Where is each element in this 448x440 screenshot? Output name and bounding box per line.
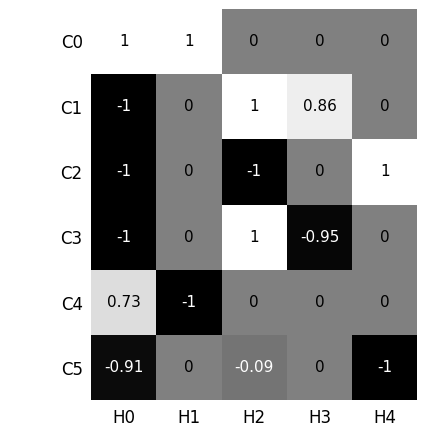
Bar bbox=[222, 335, 287, 400]
Text: 0: 0 bbox=[250, 34, 259, 49]
Text: 0: 0 bbox=[314, 34, 324, 49]
Bar bbox=[352, 9, 418, 74]
Text: 0: 0 bbox=[184, 165, 194, 180]
Bar bbox=[287, 335, 352, 400]
Bar bbox=[222, 74, 287, 139]
Text: -0.95: -0.95 bbox=[300, 230, 339, 245]
Text: 0: 0 bbox=[314, 295, 324, 310]
Bar bbox=[287, 205, 352, 270]
Text: -1: -1 bbox=[116, 165, 131, 180]
Bar bbox=[156, 74, 222, 139]
Bar bbox=[222, 9, 287, 74]
Bar bbox=[91, 139, 156, 205]
Bar bbox=[352, 270, 418, 335]
Bar bbox=[91, 270, 156, 335]
Text: 1: 1 bbox=[184, 34, 194, 49]
Bar bbox=[156, 205, 222, 270]
Text: 0: 0 bbox=[380, 230, 390, 245]
Bar bbox=[222, 205, 287, 270]
Bar bbox=[222, 270, 287, 335]
Text: 0: 0 bbox=[380, 99, 390, 114]
Bar bbox=[91, 74, 156, 139]
Text: -1: -1 bbox=[116, 230, 131, 245]
Text: -0.09: -0.09 bbox=[235, 360, 274, 375]
Bar bbox=[156, 335, 222, 400]
Bar bbox=[287, 74, 352, 139]
Text: 0.86: 0.86 bbox=[302, 99, 336, 114]
Text: 0: 0 bbox=[184, 230, 194, 245]
Text: 0: 0 bbox=[250, 295, 259, 310]
Bar bbox=[352, 205, 418, 270]
Text: 0: 0 bbox=[184, 99, 194, 114]
Bar bbox=[352, 335, 418, 400]
Text: -1: -1 bbox=[116, 99, 131, 114]
Text: 0: 0 bbox=[380, 295, 390, 310]
Bar bbox=[287, 270, 352, 335]
Bar bbox=[91, 9, 156, 74]
Bar bbox=[156, 139, 222, 205]
Text: 1: 1 bbox=[250, 99, 259, 114]
Text: 0: 0 bbox=[314, 165, 324, 180]
Bar bbox=[156, 9, 222, 74]
Text: 0: 0 bbox=[314, 360, 324, 375]
Bar bbox=[156, 270, 222, 335]
Text: 1: 1 bbox=[250, 230, 259, 245]
Text: -1: -1 bbox=[247, 165, 262, 180]
Text: 0: 0 bbox=[184, 360, 194, 375]
Text: 1: 1 bbox=[119, 34, 129, 49]
Text: 1: 1 bbox=[380, 165, 390, 180]
Bar bbox=[287, 9, 352, 74]
Text: -0.91: -0.91 bbox=[104, 360, 143, 375]
Text: 0.73: 0.73 bbox=[107, 295, 141, 310]
Bar bbox=[91, 335, 156, 400]
Bar bbox=[287, 139, 352, 205]
Bar bbox=[91, 205, 156, 270]
Bar bbox=[352, 74, 418, 139]
Bar bbox=[352, 139, 418, 205]
Text: 0: 0 bbox=[380, 34, 390, 49]
Bar bbox=[222, 139, 287, 205]
Text: -1: -1 bbox=[377, 360, 392, 375]
Text: -1: -1 bbox=[181, 295, 197, 310]
